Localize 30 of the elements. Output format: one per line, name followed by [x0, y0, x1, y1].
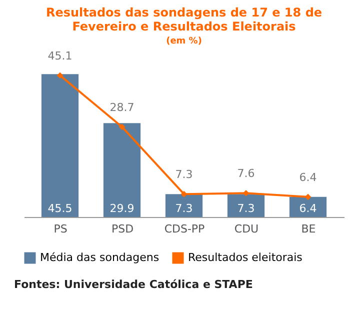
text: Fevereiro e Resultados Eleitorais [72, 19, 296, 34]
bar [103, 123, 141, 217]
data-label: 6.4 [299, 202, 317, 215]
point [118, 124, 126, 130]
x-tick-label: CDU [234, 222, 259, 236]
point [242, 190, 250, 196]
point [56, 72, 64, 79]
data-label: 45.5 [48, 202, 72, 215]
chart-subtitle: (em %) [166, 36, 202, 46]
bar [41, 74, 79, 217]
point [304, 194, 312, 200]
data-label: 7.6 [237, 167, 255, 180]
data-label: 29.9 [110, 202, 134, 215]
bar [165, 194, 203, 217]
data-label: 7.3 [175, 202, 193, 215]
data-label: 45.1 [48, 49, 72, 62]
x-tick-label: BE [301, 222, 316, 236]
data-label: 7.3 [175, 168, 193, 182]
text: Resultados das sondagens de 17 e 18 de [46, 5, 322, 20]
bar [227, 194, 265, 217]
x-tick-label: PS [54, 222, 68, 236]
point [180, 190, 188, 198]
data-label: 28.7 [110, 100, 134, 114]
text: Fontes: Universidade Católica e STAPE [14, 278, 253, 291]
x-tick-label: PSD [111, 222, 134, 236]
data-label: 6.4 [299, 170, 317, 184]
legend-label: Resultados eleitorais [188, 251, 303, 264]
x-tick-label: CDS-PP [164, 222, 206, 236]
data-label: 7.3 [237, 202, 255, 215]
legend-label: Média das sondagens [40, 251, 160, 264]
